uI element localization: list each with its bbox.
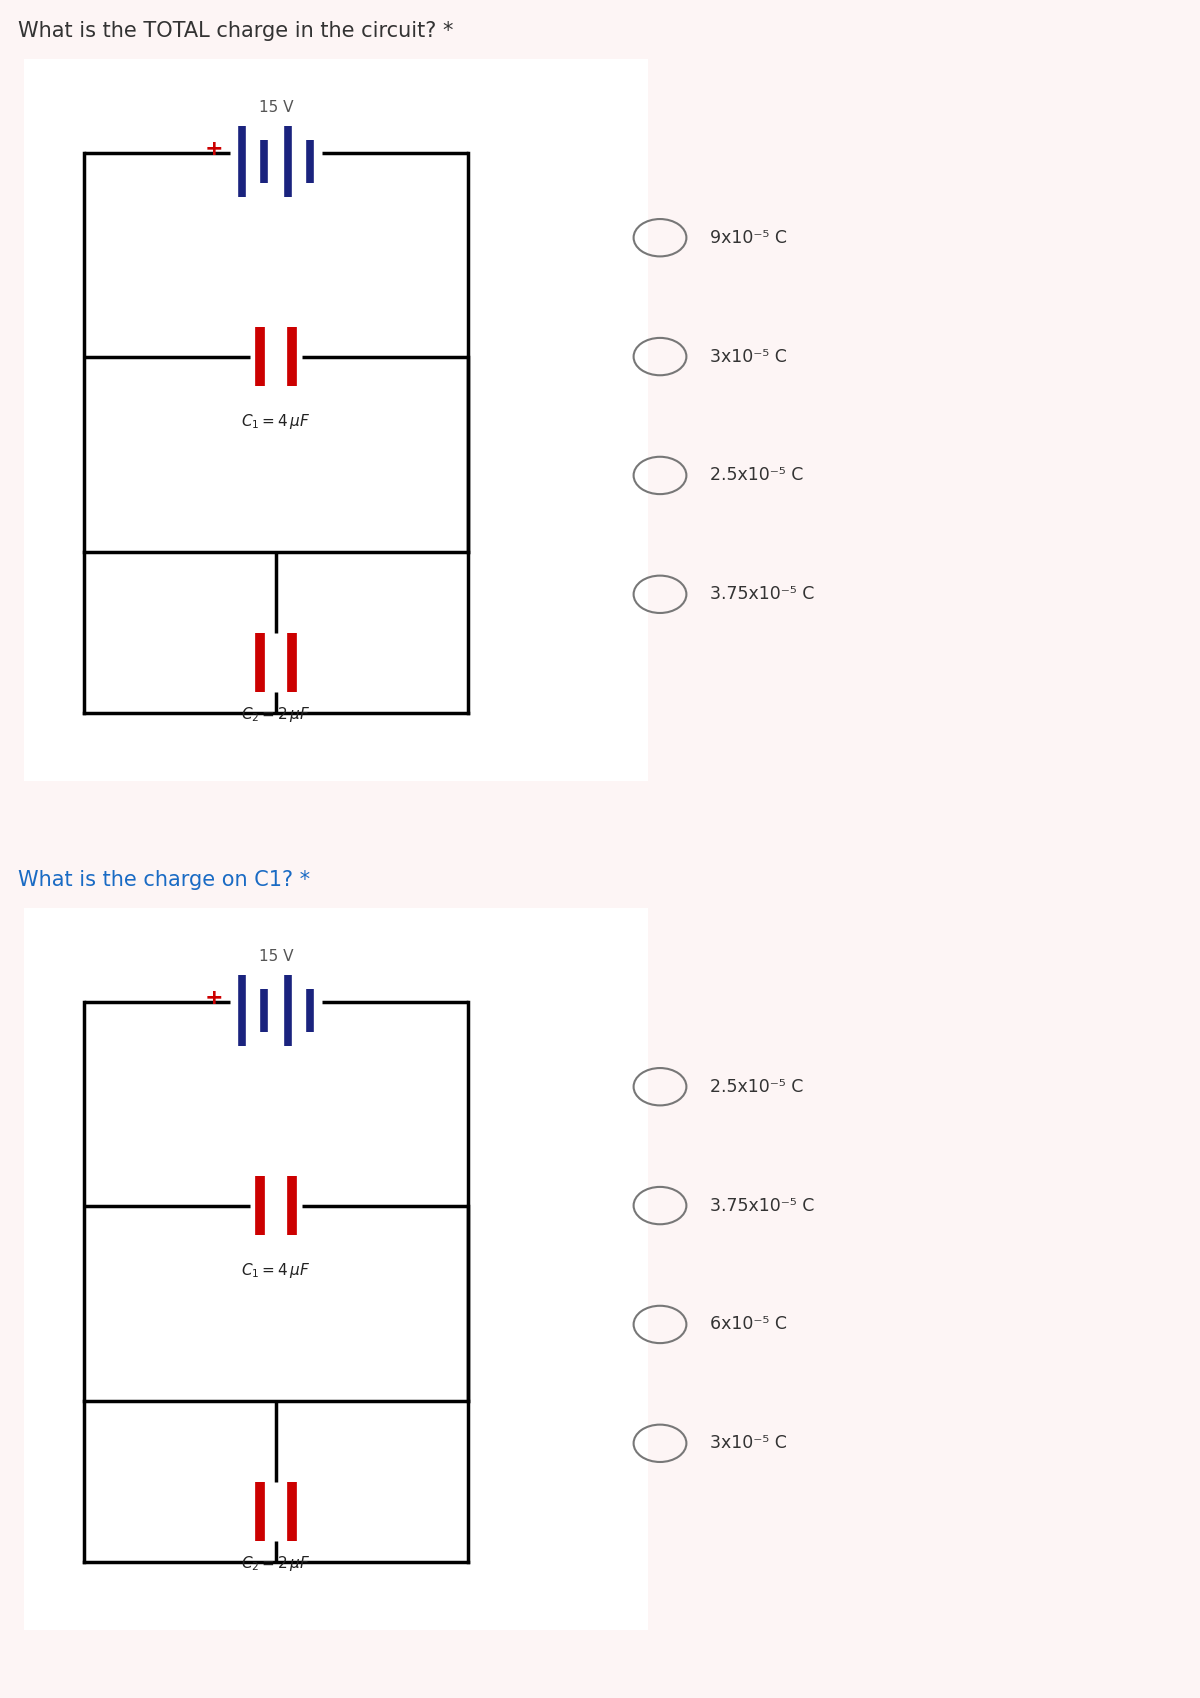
Text: $C_2 = 2\,\mu F$: $C_2 = 2\,\mu F$ bbox=[241, 1554, 311, 1572]
Text: +: + bbox=[204, 988, 223, 1007]
Text: +: + bbox=[204, 139, 223, 158]
Text: 15 V: 15 V bbox=[259, 949, 293, 964]
Text: 3.75x10⁻⁵ C: 3.75x10⁻⁵ C bbox=[710, 586, 815, 603]
Text: 15 V: 15 V bbox=[259, 100, 293, 115]
FancyBboxPatch shape bbox=[24, 59, 648, 781]
Text: 3x10⁻⁵ C: 3x10⁻⁵ C bbox=[710, 1435, 787, 1452]
Text: 3.75x10⁻⁵ C: 3.75x10⁻⁵ C bbox=[710, 1197, 815, 1214]
Text: 9x10⁻⁵ C: 9x10⁻⁵ C bbox=[710, 229, 787, 246]
Text: $C_1 = 4\,\mu F$: $C_1 = 4\,\mu F$ bbox=[241, 413, 311, 431]
Text: $C_1 = 4\,\mu F$: $C_1 = 4\,\mu F$ bbox=[241, 1260, 311, 1280]
Text: 3x10⁻⁵ C: 3x10⁻⁵ C bbox=[710, 348, 787, 365]
Text: What is the charge on C1? *: What is the charge on C1? * bbox=[18, 869, 310, 890]
Text: 6x10⁻⁵ C: 6x10⁻⁵ C bbox=[710, 1316, 787, 1333]
FancyBboxPatch shape bbox=[24, 908, 648, 1630]
Text: What is the TOTAL charge in the circuit? *: What is the TOTAL charge in the circuit?… bbox=[18, 22, 454, 41]
Text: 2.5x10⁻⁵ C: 2.5x10⁻⁵ C bbox=[710, 1078, 804, 1095]
Text: $C_2 = 2\,\mu F$: $C_2 = 2\,\mu F$ bbox=[241, 705, 311, 723]
Text: 2.5x10⁻⁵ C: 2.5x10⁻⁵ C bbox=[710, 467, 804, 484]
